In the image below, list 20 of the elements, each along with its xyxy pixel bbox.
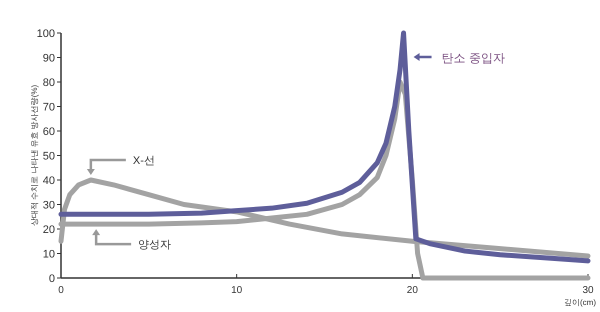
y-tick-label: 60	[42, 126, 55, 138]
y-axis-title: 상대적 수치로 나타낸 유효 방사선량(%)	[30, 84, 39, 226]
y-tick-label: 100	[36, 28, 55, 40]
y-tick-label: 30	[42, 200, 55, 212]
x-tick-label: 0	[58, 285, 64, 296]
y-tick-label: 70	[42, 102, 55, 114]
legend-label: X-선	[132, 155, 155, 167]
legend-label: 탄소 중입자	[442, 51, 505, 65]
x-axis-title: 깊이(cm)	[564, 298, 596, 307]
y-tick-label: 50	[42, 150, 55, 162]
y-tick-label: 90	[42, 52, 55, 64]
x-tick-label: 10	[231, 285, 243, 296]
y-tick-label: 20	[42, 224, 55, 236]
legend-label: 양성자	[138, 239, 172, 252]
y-tick-label: 0	[48, 273, 55, 285]
y-tick-label: 80	[42, 77, 55, 89]
y-tick-label: 10	[42, 248, 55, 260]
x-tick-label: 20	[406, 285, 418, 296]
y-tick-label: 40	[42, 175, 55, 187]
x-tick-label: 30	[582, 285, 594, 296]
